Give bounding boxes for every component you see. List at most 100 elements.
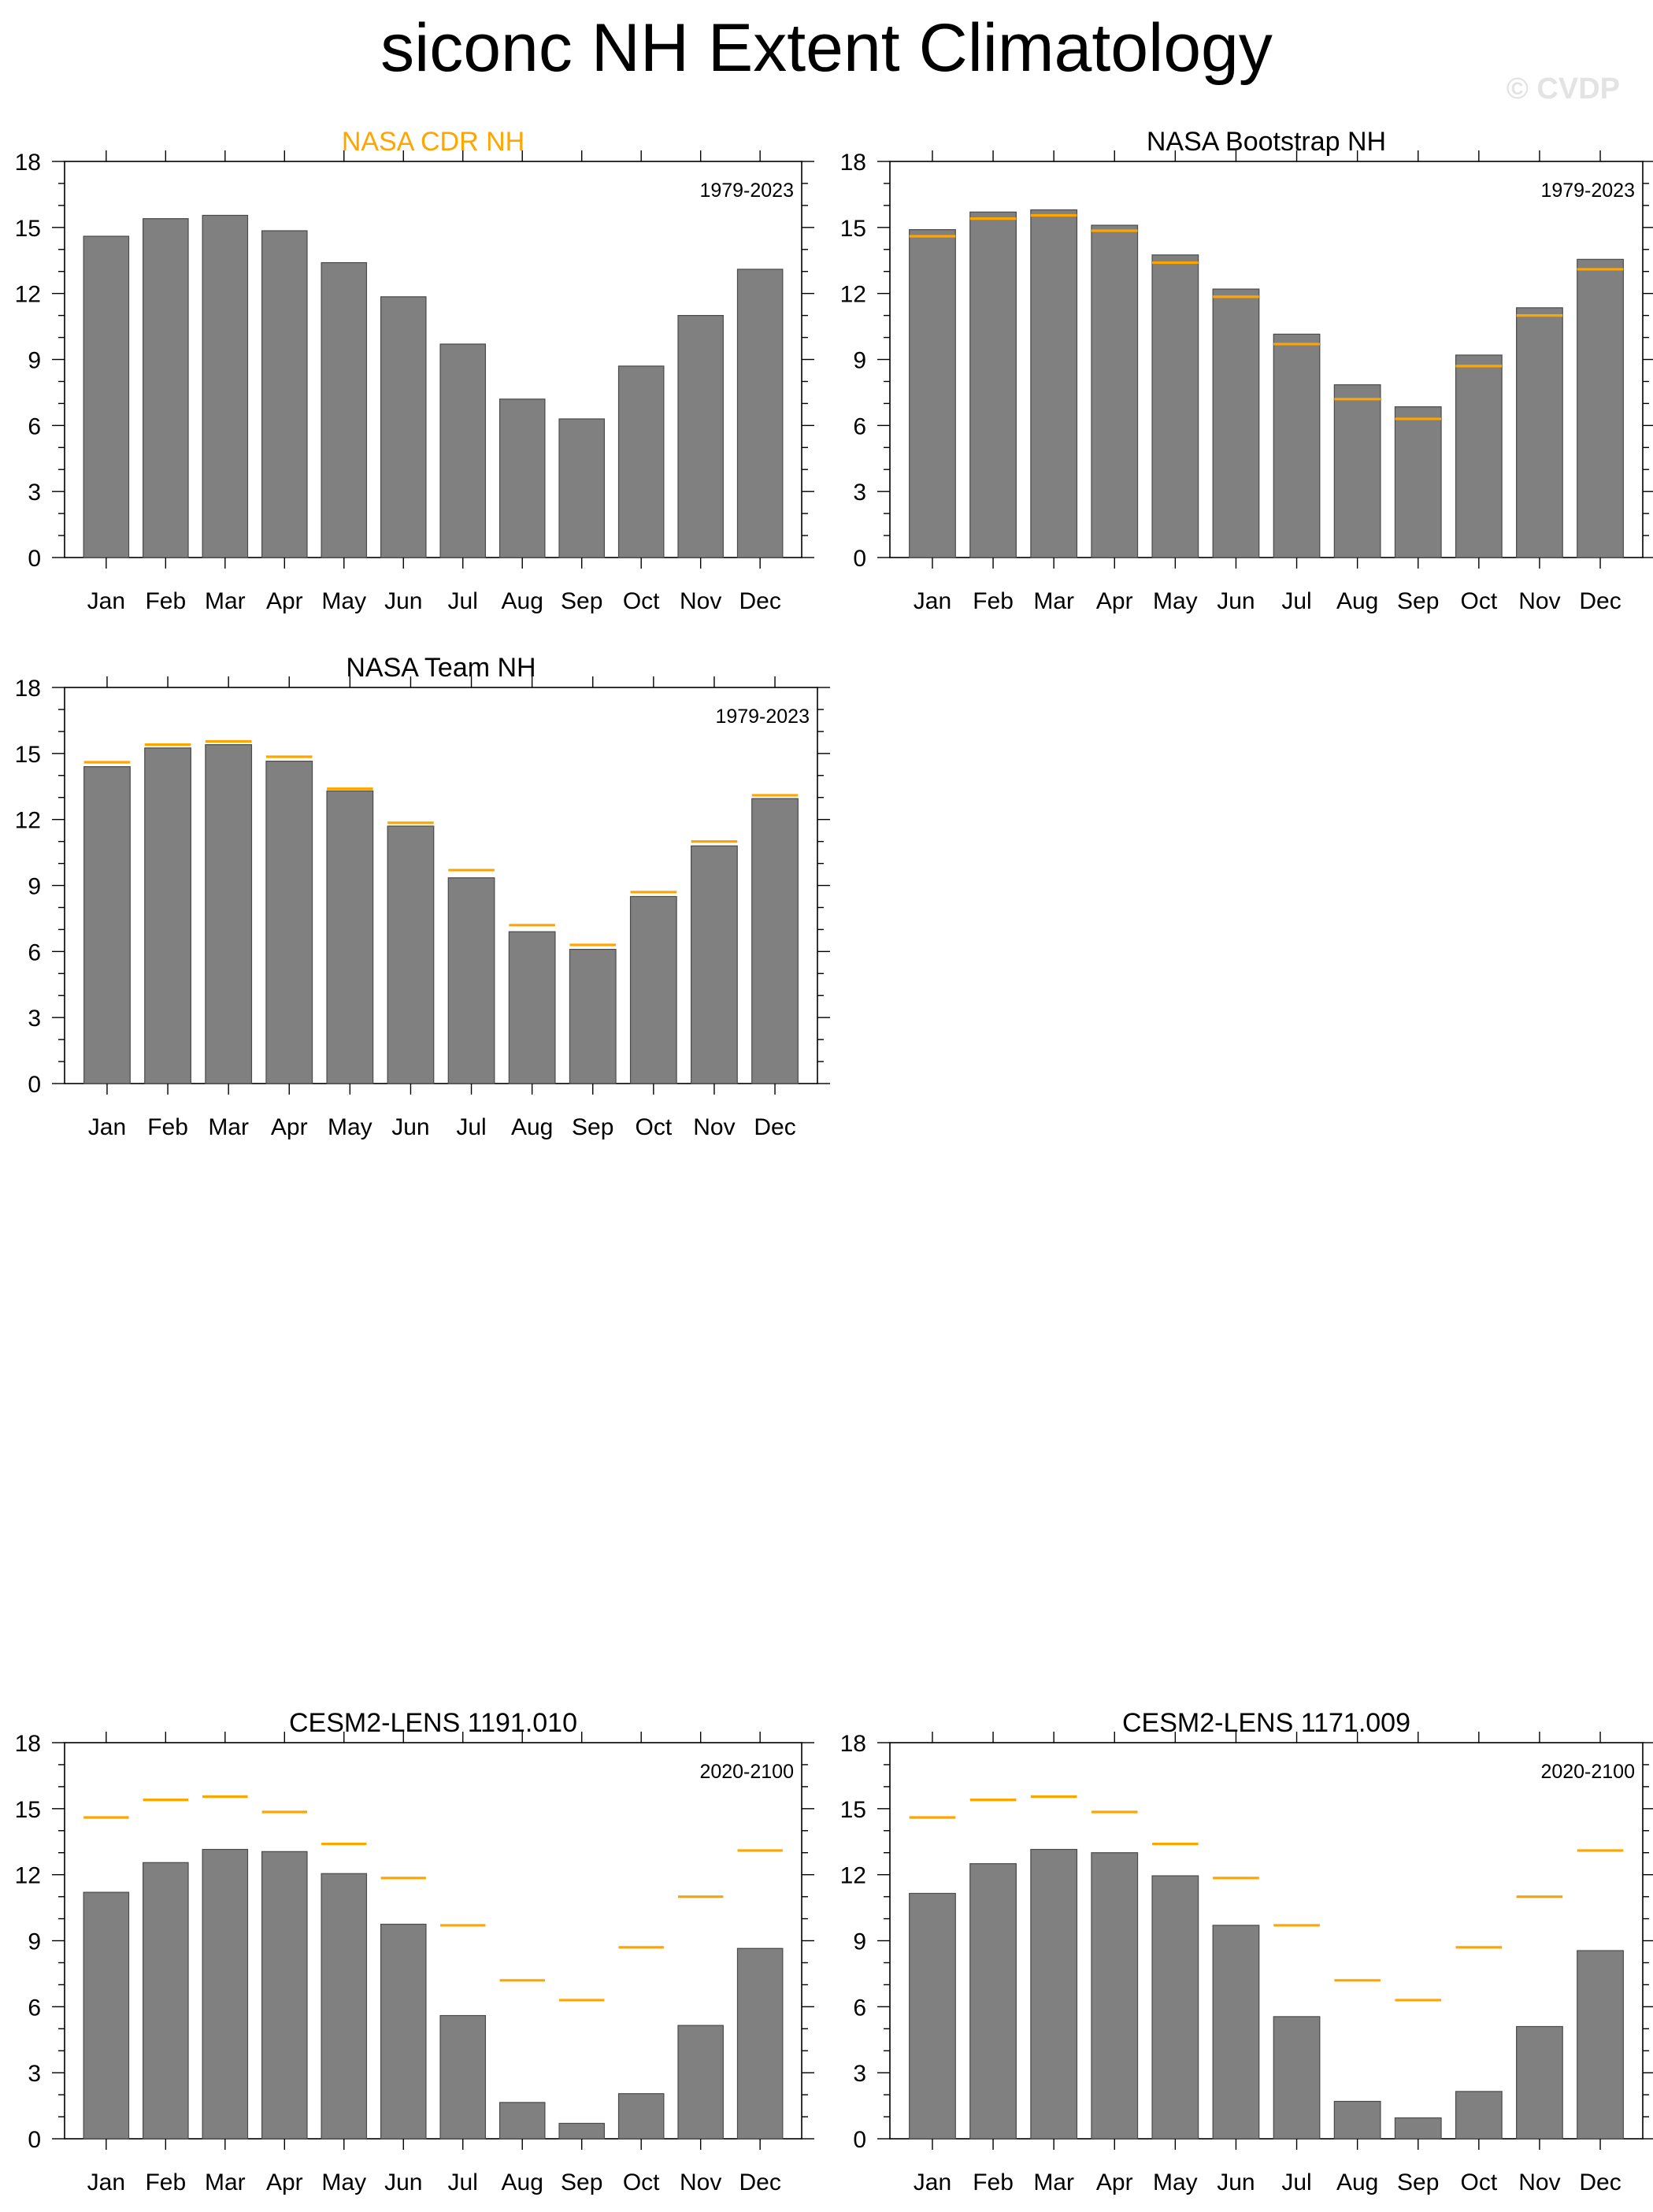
bar-sep (569, 948, 617, 1084)
bar-may (1151, 1875, 1199, 2140)
bar-jun (380, 1923, 427, 2140)
bar-aug (1333, 384, 1381, 558)
bar-oct (617, 2093, 665, 2140)
y-tick-label: 3 (28, 480, 41, 506)
bar-aug (498, 2102, 546, 2140)
bar-nov (677, 2025, 724, 2140)
y-tick-label: 6 (28, 413, 41, 439)
chart-panel-3: 0 3 6 9 12 15 18 Jan Feb Mar Apr May Jun Jul Aug Sep Oct… (15, 653, 830, 1140)
y-tick-label: 12 (15, 282, 41, 308)
y-tick-label: 15 (15, 1797, 41, 1823)
x-tick-label-sep: Sep (561, 2169, 602, 2195)
x-tick-label-aug: Aug (502, 2169, 543, 2195)
x-tick-label-feb: Feb (973, 2169, 1014, 2195)
x-tick-label-nov: Nov (693, 1114, 735, 1140)
bar-feb (144, 747, 191, 1084)
bar-dec (751, 798, 799, 1084)
x-tick-label-may: May (328, 1114, 372, 1140)
x-tick-label-mar: Mar (1033, 2169, 1074, 2195)
y-tick-label: 3 (28, 1006, 41, 1032)
y-tick-label: 18 (15, 676, 41, 702)
y-tick-label: 3 (28, 2061, 41, 2087)
bar-mar (205, 744, 253, 1084)
chart-panel-2: 0 3 6 9 12 15 18 Jan Feb Mar Apr May Jun Jul Aug Sep Oct… (840, 127, 1653, 614)
bar-oct (1455, 2091, 1503, 2140)
bar-oct (629, 895, 677, 1084)
period-label: 1979-2023 (1540, 180, 1635, 202)
x-tick-label-oct: Oct (636, 1114, 673, 1140)
x-tick-label-feb: Feb (145, 2169, 186, 2195)
bar-sep (558, 418, 605, 558)
bar-jan (83, 1892, 130, 2140)
bar-feb (143, 1862, 189, 2140)
bar-aug (508, 931, 556, 1084)
y-tick-label: 9 (28, 348, 41, 374)
y-tick-label: 9 (28, 874, 41, 900)
bar-jun (387, 825, 435, 1084)
y-tick-label: 9 (853, 348, 866, 374)
bar-nov (677, 315, 724, 558)
x-tick-label-feb: Feb (973, 588, 1014, 614)
y-tick-label: 0 (853, 546, 866, 572)
x-tick-label-dec: Dec (739, 2169, 780, 2195)
bar-apr (261, 1851, 308, 2140)
x-tick-label-jun: Jun (1217, 2169, 1255, 2195)
y-tick-label: 3 (853, 480, 866, 506)
x-tick-label-jan: Jan (914, 588, 951, 614)
x-tick-label-jun: Jun (384, 588, 422, 614)
x-tick-label-jun: Jun (391, 1114, 429, 1140)
y-tick-label: 6 (28, 939, 41, 965)
x-tick-label-jul: Jul (1281, 588, 1311, 614)
bar-may (326, 790, 374, 1084)
y-tick-label: 18 (840, 1731, 866, 1757)
bar-jan (83, 765, 131, 1084)
y-tick-label: 9 (853, 1929, 866, 1955)
y-tick-label: 18 (15, 150, 41, 176)
panel-title: NASA Team NH (346, 653, 536, 683)
x-tick-label-may: May (321, 588, 366, 614)
x-tick-label-apr: Apr (271, 1114, 308, 1140)
x-tick-label-aug: Aug (511, 1114, 553, 1140)
bar-dec (736, 1947, 784, 2140)
x-tick-label-feb: Feb (147, 1114, 188, 1140)
x-tick-label-apr: Apr (266, 2169, 303, 2195)
x-tick-label-sep: Sep (1397, 2169, 1439, 2195)
bar-mar (202, 214, 249, 558)
bar-jul (1273, 333, 1321, 558)
bar-may (1151, 254, 1199, 558)
bar-aug (1333, 2100, 1381, 2140)
y-tick-label: 12 (840, 282, 866, 308)
bar-feb (969, 211, 1017, 558)
y-tick-label: 6 (853, 1995, 866, 2021)
bar-apr (1091, 1852, 1139, 2140)
period-label: 2020-2100 (1540, 1761, 1635, 1783)
chart-panel-4: 0 3 6 9 12 15 18 Jan Feb Mar Apr May Jun Jul Aug Sep Oct… (15, 1708, 814, 2195)
watermark: © CVDP (1506, 72, 1620, 106)
x-tick-label-jun: Jun (1217, 588, 1255, 614)
bar-may (321, 1873, 368, 2140)
panel-title: CESM2-LENS 1191.010 (289, 1708, 577, 1738)
y-tick-label: 15 (15, 742, 41, 768)
bar-jan (909, 229, 956, 558)
bar-jul (1273, 2016, 1321, 2140)
bar-mar (202, 1848, 249, 2140)
y-tick-label: 15 (15, 216, 41, 242)
y-tick-label: 3 (853, 2061, 866, 2087)
x-tick-label-mar: Mar (1033, 588, 1074, 614)
x-tick-label-aug: Aug (1336, 588, 1378, 614)
x-tick-label-may: May (1153, 2169, 1198, 2195)
bar-oct (617, 365, 665, 558)
x-tick-label-mar: Mar (208, 1114, 249, 1140)
x-tick-label-aug: Aug (1336, 2169, 1378, 2195)
bar-sep (1394, 406, 1442, 558)
bar-oct (1455, 354, 1503, 558)
x-tick-label-jul: Jul (1281, 2169, 1311, 2195)
bar-sep (558, 2122, 605, 2140)
x-tick-label-dec: Dec (754, 1114, 795, 1140)
x-tick-label-jan: Jan (88, 1114, 126, 1140)
y-tick-label: 6 (28, 1995, 41, 2021)
x-tick-label-sep: Sep (572, 1114, 613, 1140)
bar-nov (1516, 307, 1563, 558)
x-tick-label-apr: Apr (1096, 588, 1133, 614)
